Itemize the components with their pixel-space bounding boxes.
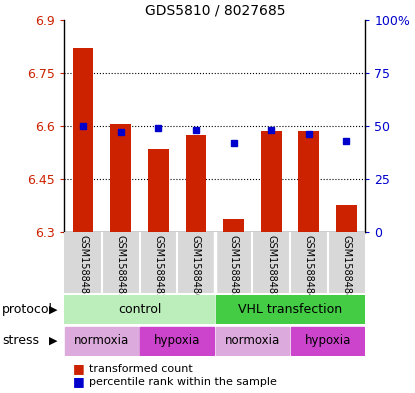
Text: hypoxia: hypoxia	[154, 334, 200, 347]
Bar	[73, 48, 93, 232]
Text: GSM1588481: GSM1588481	[78, 235, 88, 300]
Text: GSM1588483: GSM1588483	[229, 235, 239, 300]
Text: GSM1588486: GSM1588486	[191, 235, 201, 300]
Bar	[336, 206, 357, 232]
Bar	[186, 135, 206, 232]
Bar	[216, 327, 289, 355]
Text: ▶: ▶	[49, 336, 57, 346]
Text: percentile rank within the sample: percentile rank within the sample	[89, 377, 277, 387]
Bar	[148, 149, 168, 232]
Text: normoxia: normoxia	[74, 334, 129, 347]
Text: GSM1588482: GSM1588482	[154, 235, 164, 300]
Bar	[140, 327, 214, 355]
Text: ■: ■	[73, 362, 84, 375]
Bar	[216, 296, 365, 324]
Bar	[110, 124, 131, 232]
Text: VHL transfection: VHL transfection	[238, 303, 342, 316]
Text: normoxia: normoxia	[225, 334, 280, 347]
Text: hypoxia: hypoxia	[305, 334, 351, 347]
Text: GSM1588487: GSM1588487	[266, 235, 276, 300]
Bar	[291, 327, 364, 355]
Text: stress: stress	[2, 334, 39, 347]
Bar	[223, 220, 244, 232]
Text: control: control	[118, 303, 161, 316]
Bar	[298, 131, 319, 232]
Text: GSM1588488: GSM1588488	[342, 235, 352, 300]
Text: GSM1588484: GSM1588484	[304, 235, 314, 300]
Text: GSM1588485: GSM1588485	[116, 235, 126, 300]
Bar	[64, 296, 214, 324]
Text: protocol: protocol	[2, 303, 53, 316]
Text: ▶: ▶	[49, 304, 57, 314]
Bar	[261, 131, 281, 232]
Text: ■: ■	[73, 375, 84, 389]
Title: GDS5810 / 8027685: GDS5810 / 8027685	[144, 3, 285, 17]
Text: transformed count: transformed count	[89, 364, 193, 374]
Bar	[65, 327, 139, 355]
